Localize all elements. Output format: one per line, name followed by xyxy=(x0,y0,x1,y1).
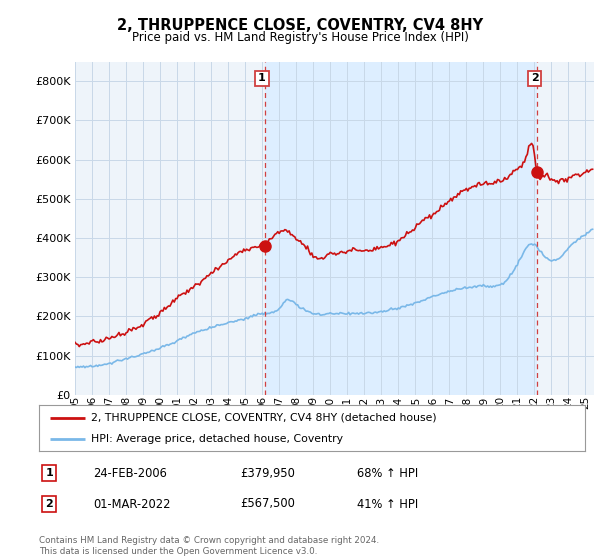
Text: £567,500: £567,500 xyxy=(240,497,295,511)
Text: 1: 1 xyxy=(258,73,266,83)
Text: £379,950: £379,950 xyxy=(240,466,295,480)
Text: 24-FEB-2006: 24-FEB-2006 xyxy=(93,466,167,480)
Text: Contains HM Land Registry data © Crown copyright and database right 2024.
This d: Contains HM Land Registry data © Crown c… xyxy=(39,536,379,556)
Text: 68% ↑ HPI: 68% ↑ HPI xyxy=(357,466,418,480)
Bar xyxy=(265,62,538,395)
Text: 01-MAR-2022: 01-MAR-2022 xyxy=(93,497,170,511)
Text: 2: 2 xyxy=(531,73,539,83)
Text: 2: 2 xyxy=(46,499,53,509)
Text: 2, THRUPPENCE CLOSE, COVENTRY, CV4 8HY: 2, THRUPPENCE CLOSE, COVENTRY, CV4 8HY xyxy=(117,18,483,34)
Text: 41% ↑ HPI: 41% ↑ HPI xyxy=(357,497,418,511)
Text: 1: 1 xyxy=(46,468,53,478)
Text: HPI: Average price, detached house, Coventry: HPI: Average price, detached house, Cove… xyxy=(91,435,343,444)
Text: Price paid vs. HM Land Registry's House Price Index (HPI): Price paid vs. HM Land Registry's House … xyxy=(131,31,469,44)
Text: 2, THRUPPENCE CLOSE, COVENTRY, CV4 8HY (detached house): 2, THRUPPENCE CLOSE, COVENTRY, CV4 8HY (… xyxy=(91,413,436,423)
